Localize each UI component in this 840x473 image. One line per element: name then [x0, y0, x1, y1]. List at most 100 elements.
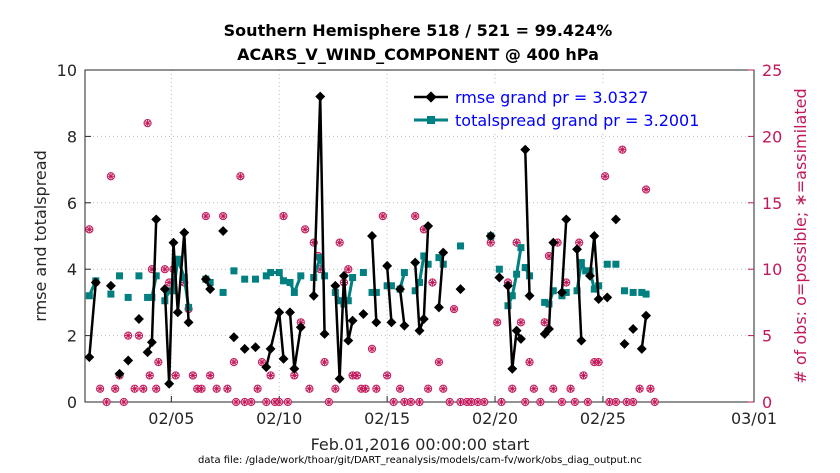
- totalspread-point: [400, 269, 408, 277]
- totalspread-point: [107, 290, 115, 298]
- obs-point: [600, 172, 610, 181]
- rmse-point: [285, 307, 295, 318]
- totalspread-point: [169, 287, 177, 295]
- rmse-line: [506, 285, 523, 371]
- totalspread-point: [416, 278, 423, 286]
- obs-point: [111, 384, 120, 393]
- x-tick-label: 02/25: [580, 409, 626, 428]
- rmse-line: [640, 315, 648, 350]
- rmse-point: [576, 335, 587, 346]
- y-right-tick-label: 10: [762, 260, 782, 279]
- rmse-point: [278, 353, 289, 364]
- obs-point: [521, 397, 530, 407]
- y-axis-left: 0 2 4 6 8 10: [57, 61, 91, 412]
- totalspread-point: [582, 267, 590, 275]
- obs-point: [372, 384, 381, 393]
- rmse-line: [560, 219, 568, 293]
- obs-point: [549, 384, 558, 393]
- obs-count-series: [85, 119, 659, 407]
- obs-point: [611, 397, 620, 407]
- rmse-point: [524, 290, 535, 301]
- obs-point: [579, 371, 588, 380]
- totalspread-point: [383, 282, 391, 290]
- rmse-point: [503, 280, 513, 291]
- y-left-tick-label: 10: [57, 61, 77, 80]
- totalspread-point: [116, 272, 124, 280]
- obs-point: [305, 384, 314, 393]
- obs-point: [301, 225, 310, 234]
- obs-point: [106, 172, 115, 181]
- totalspread-point: [603, 260, 611, 268]
- obs-point: [641, 185, 651, 194]
- obs-point: [266, 371, 275, 380]
- totalspread-point: [612, 260, 620, 268]
- rmse-point: [485, 231, 496, 241]
- obs-point: [223, 384, 232, 393]
- totalspread-point: [230, 267, 238, 275]
- rmse-point: [423, 221, 434, 231]
- rmse-point: [179, 227, 190, 238]
- obs-point: [85, 225, 94, 234]
- rmse-point: [339, 270, 349, 281]
- totalspread-point: [549, 287, 557, 295]
- rmse-line: [413, 225, 430, 332]
- totalspread-point: [251, 275, 259, 283]
- rmse-point: [134, 314, 144, 324]
- y-left-tick-label: 8: [67, 127, 77, 146]
- rmse-point: [610, 214, 621, 225]
- obs-point: [119, 397, 128, 407]
- obs-point: [331, 384, 340, 393]
- rmse-line: [437, 252, 445, 308]
- rmse-point: [289, 363, 300, 374]
- rmse-point: [382, 260, 393, 271]
- obs-point: [557, 397, 567, 407]
- rmse-line: [575, 249, 583, 341]
- obs-point: [361, 384, 370, 393]
- totalspread-point: [457, 242, 465, 250]
- rmse-point: [641, 310, 652, 321]
- totalspread-point: [206, 278, 214, 286]
- obs-point: [236, 172, 245, 181]
- rmse-line: [523, 149, 531, 296]
- rmse-point: [438, 247, 449, 258]
- rmse-point: [367, 231, 377, 241]
- rmse-point: [455, 284, 466, 295]
- obs-point: [171, 371, 180, 380]
- y-left-tick-label: 2: [67, 327, 77, 346]
- obs-point: [324, 397, 333, 407]
- obs-point: [130, 384, 139, 393]
- rmse-point: [585, 270, 595, 281]
- y-left-tick-label: 4: [67, 260, 77, 279]
- rmse-point: [250, 342, 261, 353]
- rmse-point: [319, 328, 330, 339]
- obs-point: [212, 384, 221, 393]
- rmse-point: [274, 307, 285, 318]
- rmse-point: [146, 337, 157, 348]
- totalspread-point: [180, 274, 188, 281]
- totalspread-point: [336, 297, 344, 305]
- rmse-point: [343, 335, 354, 346]
- obs-point: [219, 211, 228, 221]
- rmse-point: [295, 322, 306, 333]
- obs-point: [257, 358, 267, 367]
- totalspread-line: [506, 247, 523, 307]
- legend-item-totalspread: totalspread grand pr = 3.2001: [414, 111, 699, 130]
- totalspread-point: [275, 269, 283, 277]
- obs-point: [145, 371, 154, 380]
- y-left-tick-label: 6: [67, 194, 77, 213]
- obs-point: [320, 358, 329, 367]
- obs-point: [229, 358, 239, 367]
- obs-point: [646, 384, 655, 393]
- totalspread-point: [521, 264, 529, 272]
- obs-point: [583, 397, 592, 407]
- rmse-line: [385, 265, 393, 323]
- totalspread-point: [642, 290, 650, 298]
- y-left-tick-label: 0: [67, 393, 77, 412]
- obs-point: [139, 384, 148, 393]
- x-tick-label: 02/20: [472, 409, 518, 428]
- rmse-point: [358, 309, 369, 319]
- totalspread-point: [262, 272, 270, 280]
- rmse-point: [636, 343, 647, 354]
- obs-point: [335, 238, 344, 247]
- rmse-point: [386, 317, 397, 328]
